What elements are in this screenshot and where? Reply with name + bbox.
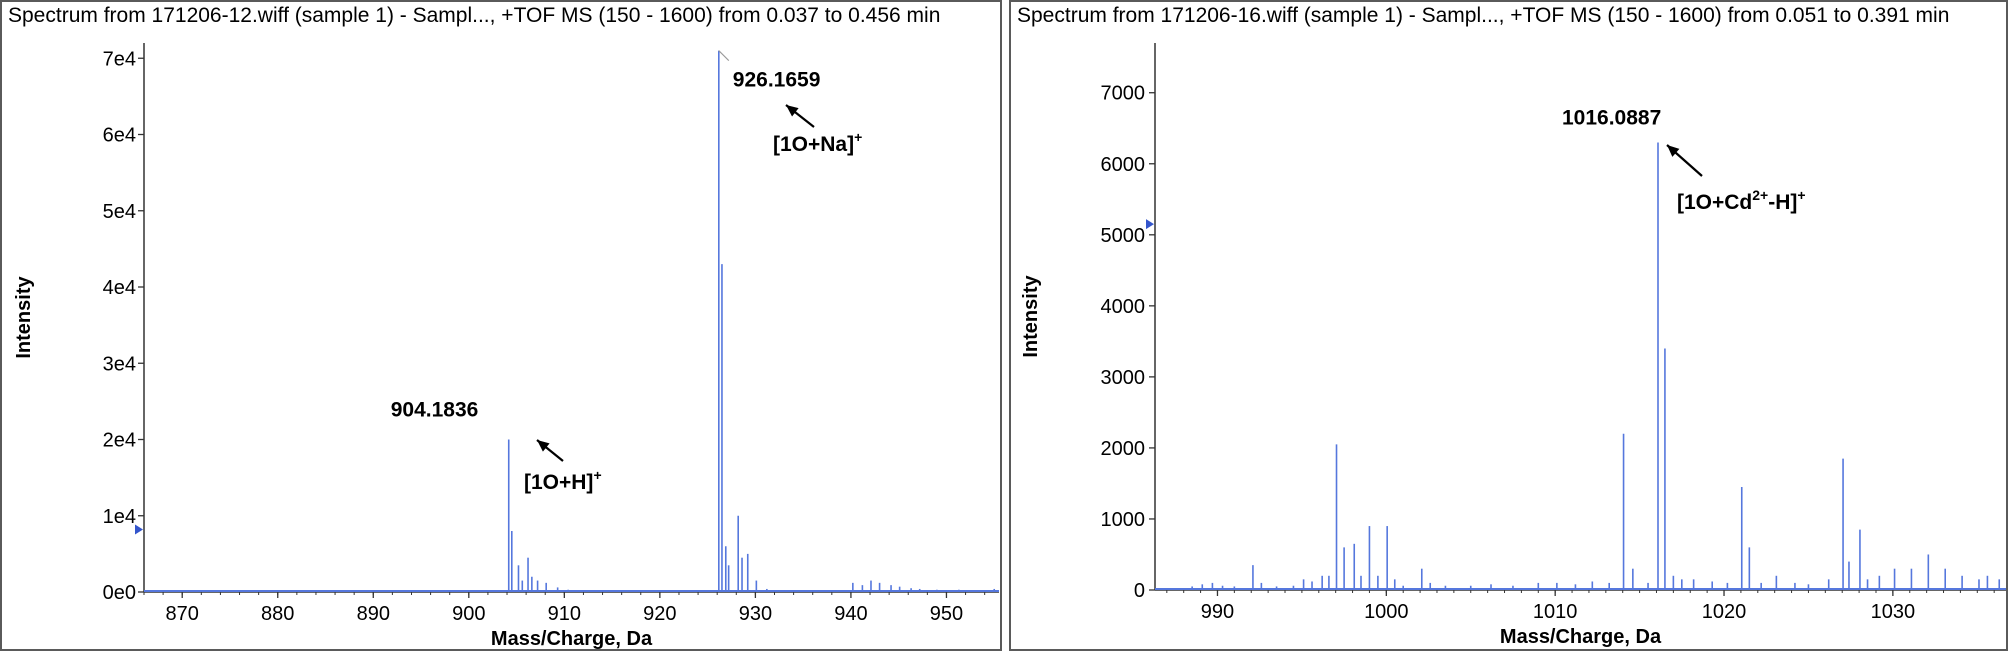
peak-label-926: 926.1659 <box>733 69 821 92</box>
peak-connector <box>718 50 730 62</box>
x-tick-label: 950 <box>930 603 963 625</box>
spectrum-panel-2: Spectrum from 171206-16.wiff (sample 1) … <box>1009 0 2008 651</box>
threshold-marker <box>135 524 143 535</box>
x-tick-label: 1000 <box>1364 601 1409 623</box>
spectrum-chart-1: 0e0 1e4 2e4 3e4 4e4 5e4 6e4 7e4 870 880 890 900 910 9… <box>13 43 999 650</box>
y-tick-label: 4000 <box>1101 296 1146 318</box>
peak-label-1016: 1016.0887 <box>1562 106 1661 129</box>
x-tick-label: 880 <box>261 603 294 625</box>
y-tick-label: 6000 <box>1101 154 1146 176</box>
spectrum-chart-2: 0 1000 2000 3000 4000 5000 6000 7000 990 1000 1010… <box>1020 43 2006 648</box>
x-tick-label: 1030 <box>1871 601 1916 623</box>
x-tick-label: 990 <box>1201 601 1234 623</box>
y-tick-label: 5e4 <box>103 201 136 223</box>
ion-label-1o-na: [1O+Na]+ <box>773 129 862 156</box>
y-tick-label: 2e4 <box>103 430 136 452</box>
chart-title: Spectrum from 171206-16.wiff (sample 1) … <box>1017 4 1950 27</box>
chart-title: Spectrum from 171206-12.wiff (sample 1) … <box>8 4 941 27</box>
threshold-marker <box>1146 219 1154 230</box>
y-axis-label: Intensity <box>1020 275 1042 358</box>
x-tick-label: 890 <box>357 603 390 625</box>
peak-label-904: 904.1836 <box>391 399 479 422</box>
ion-label-1o-cd-h: [1O+Cd2+-H]+ <box>1677 187 1806 214</box>
y-tick-label: 2000 <box>1101 438 1146 460</box>
x-tick-label: 870 <box>166 603 199 625</box>
arrow-head <box>1667 145 1680 157</box>
x-tick-label: 920 <box>643 603 676 625</box>
y-tick-label: 7e4 <box>103 48 136 70</box>
ion-label-1o-h: [1O+H]+ <box>524 467 602 494</box>
x-tick-label: 1010 <box>1533 601 1578 623</box>
y-tick-label: 7000 <box>1101 83 1146 105</box>
y-tick-label: 3e4 <box>103 353 136 375</box>
y-tick-label: 4e4 <box>103 277 136 299</box>
y-tick-label: 6e4 <box>103 125 136 147</box>
x-tick-label: 930 <box>739 603 772 625</box>
y-tick-label: 0 <box>1134 580 1145 602</box>
y-tick-label: 0e0 <box>103 582 136 604</box>
arrow-head <box>786 105 799 117</box>
y-tick-label: 3000 <box>1101 367 1146 389</box>
x-tick-label: 910 <box>548 603 581 625</box>
x-axis-label: Mass/Charge, Da <box>491 628 653 650</box>
y-tick-label: 5000 <box>1101 225 1146 247</box>
x-axis-label: Mass/Charge, Da <box>1500 626 1662 648</box>
x-tick-label: 1020 <box>1702 601 1747 623</box>
x-tick-label: 940 <box>834 603 867 625</box>
arrow-head <box>537 440 550 452</box>
y-axis-label: Intensity <box>13 276 35 359</box>
y-tick-label: 1000 <box>1101 509 1146 531</box>
spectrum-panel-1: Spectrum from 171206-12.wiff (sample 1) … <box>0 0 1002 651</box>
y-tick-label: 1e4 <box>103 506 136 528</box>
x-tick-label: 900 <box>452 603 485 625</box>
